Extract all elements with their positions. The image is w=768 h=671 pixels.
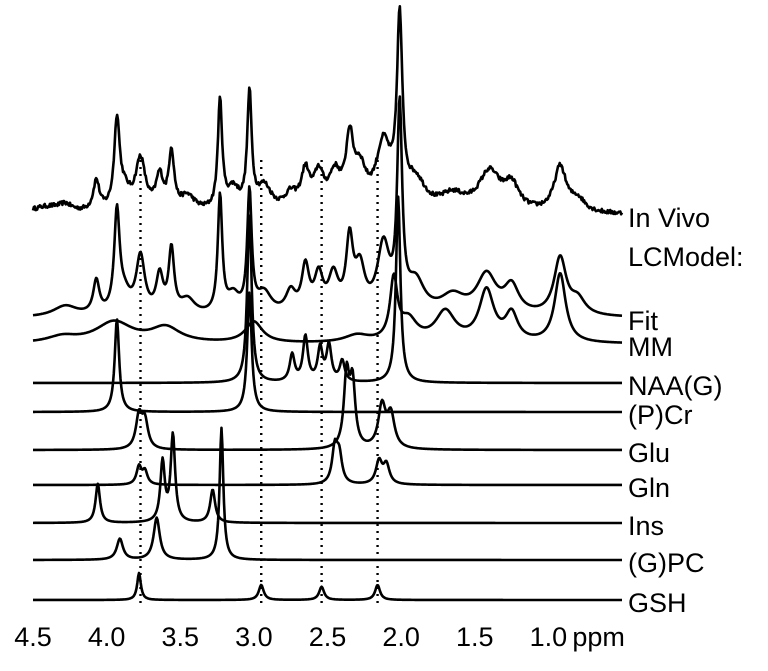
trace-mm <box>32 272 623 344</box>
trace-gsh <box>32 571 623 602</box>
trace-fit <box>32 95 623 318</box>
trace-glu <box>32 360 623 452</box>
x-tick-label-5: 2.0 <box>382 622 420 652</box>
trace-in-vivo <box>31 5 624 216</box>
series-label-9: GSH <box>628 588 687 618</box>
trace--p-cr <box>32 291 623 414</box>
trace-naa-g- <box>32 195 623 385</box>
series-label-3: NAA(G) <box>628 371 723 401</box>
x-tick-label-6: 1.5 <box>456 622 494 652</box>
series-label-5: Glu <box>628 438 670 468</box>
series-label-4: (P)Cr <box>628 400 692 430</box>
x-axis: 4.5 4.0 3.5 3.0 2.5 2.0 1.5 1.0 ppm <box>14 622 625 652</box>
trace-gln <box>32 437 623 487</box>
trace--g-pc <box>32 426 623 562</box>
series-label-2: MM <box>628 332 673 362</box>
series-label-0: In Vivo <box>628 203 710 233</box>
series-label-1: Fit <box>628 306 658 336</box>
x-tick-label-4: 2.5 <box>309 622 347 652</box>
x-tick-label-3: 3.0 <box>235 622 273 652</box>
series-label-8: (G)PC <box>628 548 705 578</box>
spectra-traces <box>31 5 624 602</box>
x-tick-label-0: 4.5 <box>14 622 52 652</box>
trace-ins <box>32 431 623 525</box>
section-label: LCModel: <box>628 242 744 272</box>
x-unit-label: ppm <box>572 622 625 652</box>
series-label-6: Gln <box>628 473 670 503</box>
x-tick-label-2: 3.5 <box>161 622 199 652</box>
series-label-7: Ins <box>628 511 664 541</box>
x-tick-label-1: 4.0 <box>88 622 126 652</box>
x-tick-label-7: 1.0 <box>530 622 568 652</box>
